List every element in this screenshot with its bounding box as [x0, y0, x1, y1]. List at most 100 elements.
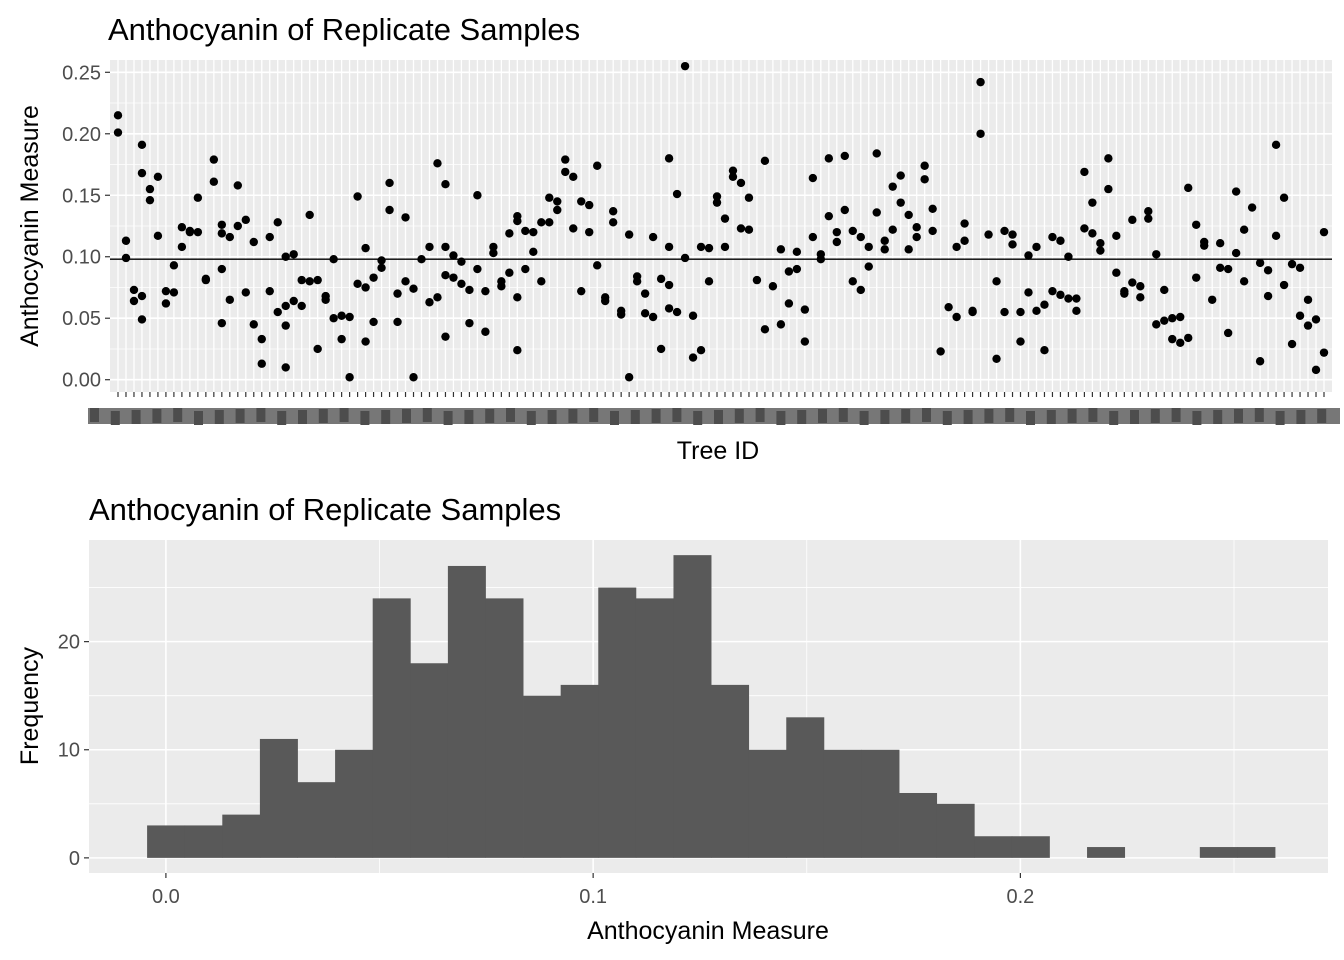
scatter-point — [840, 205, 849, 215]
scatter-point — [465, 318, 474, 328]
scatter-point — [153, 172, 163, 182]
scatter-point — [1295, 311, 1305, 320]
scatter-point — [177, 223, 187, 232]
scatter-x-tick-label-glyph — [1254, 408, 1264, 422]
scatter-x-tick-label-glyph — [298, 410, 307, 424]
scatter-point — [880, 236, 889, 245]
scatter-point — [1176, 338, 1185, 348]
scatter-x-tick-label-glyph — [1275, 411, 1285, 425]
scatter-point — [672, 189, 682, 199]
scatter-point — [960, 219, 969, 228]
scatter-point — [1024, 251, 1033, 260]
histogram-bar — [673, 555, 712, 858]
scatter-x-tick-label-glyph — [443, 411, 453, 425]
scatter-x-axis-title: Tree ID — [677, 437, 759, 465]
scatter-point — [712, 192, 722, 201]
scatter-x-tick-label-glyph — [194, 411, 203, 425]
scatter-point — [217, 220, 227, 229]
scatter-point — [209, 177, 219, 186]
scatter-point — [792, 247, 802, 257]
scatter-point — [369, 317, 378, 327]
scatter-point — [776, 245, 786, 254]
scatter-point — [129, 285, 139, 295]
scatter-point — [505, 229, 514, 238]
scatter-y-tick-label: 0.25 — [62, 62, 101, 84]
scatter-point — [1192, 220, 1201, 229]
scatter-point — [401, 277, 410, 286]
scatter-point — [944, 302, 953, 312]
scatter-point — [1080, 224, 1089, 233]
scatter-point — [361, 243, 370, 253]
scatter-x-tick-label-glyph — [1130, 410, 1139, 424]
scatter-point — [393, 289, 402, 298]
scatter-point — [1008, 240, 1017, 249]
scatter-point — [273, 307, 282, 317]
scatter-point — [249, 237, 258, 247]
scatter-point — [169, 261, 179, 270]
scatter-point — [848, 226, 857, 236]
scatter-point — [768, 282, 778, 291]
scatter-point — [1239, 277, 1249, 286]
scatter-point — [385, 178, 394, 188]
scatter-point — [585, 200, 594, 210]
scatter-point — [241, 288, 250, 297]
scatter-point — [1271, 231, 1281, 241]
scatter-point — [992, 277, 1001, 286]
scatter-point — [1128, 215, 1137, 225]
scatter-point — [513, 345, 522, 355]
scatter-point — [129, 296, 139, 306]
scatter-point — [864, 262, 873, 271]
scatter-point — [1048, 286, 1057, 296]
scatter-point — [521, 226, 530, 236]
scatter-point — [457, 257, 466, 266]
scatter-x-tick-label-glyph — [381, 410, 391, 424]
scatter-point — [537, 277, 546, 286]
scatter-point — [632, 277, 642, 286]
histogram-x-ticks: 0.0 0.1 0.2 — [152, 873, 1034, 908]
scatter-point — [1024, 288, 1033, 297]
scatter-point — [161, 286, 171, 296]
scatter-y-tick-label: 0.15 — [62, 185, 101, 207]
scatter-point — [1032, 242, 1041, 252]
scatter-point — [856, 232, 865, 242]
scatter-point — [928, 226, 937, 236]
scatter-point — [1207, 295, 1217, 304]
scatter-point — [1231, 187, 1241, 196]
scatter-x-tick-label-glyph — [838, 408, 848, 422]
scatter-point — [489, 248, 498, 258]
scatter-point — [1168, 334, 1177, 344]
scatter-y-tick-label: 0.00 — [62, 370, 101, 392]
scatter-point — [553, 197, 562, 206]
scatter-point — [345, 373, 354, 382]
scatter-point — [880, 245, 889, 254]
scatter-point — [449, 273, 458, 282]
scatter-point — [720, 242, 730, 252]
scatter-point — [1144, 207, 1153, 216]
scatter-point — [193, 193, 203, 202]
histogram-bar — [823, 749, 862, 858]
scatter-point — [305, 277, 314, 286]
scatter-point — [233, 181, 242, 190]
scatter-point — [217, 264, 227, 274]
scatter-point — [640, 289, 650, 298]
scatter-x-tick-label-glyph — [1171, 408, 1181, 422]
scatter-x-tick-label-glyph — [651, 409, 661, 423]
scatter-grid — [110, 60, 1332, 392]
histogram-bar — [1199, 847, 1238, 858]
scatter-point — [473, 191, 482, 200]
scatter-point — [832, 227, 842, 237]
scatter-point — [1184, 183, 1193, 193]
scatter-x-tick-label-glyph — [402, 409, 411, 423]
scatter-point — [577, 197, 586, 206]
histogram-bar — [936, 803, 975, 858]
scatter-point — [864, 242, 873, 252]
scatter-point — [1096, 239, 1105, 248]
scatter-point — [513, 216, 522, 226]
scatter-point — [545, 193, 554, 202]
scatter-point — [521, 264, 530, 274]
scatter-point — [856, 285, 865, 295]
scatter-point — [808, 232, 818, 242]
scatter-point — [952, 312, 961, 322]
scatter-point — [593, 261, 602, 270]
scatter-point — [896, 198, 905, 207]
